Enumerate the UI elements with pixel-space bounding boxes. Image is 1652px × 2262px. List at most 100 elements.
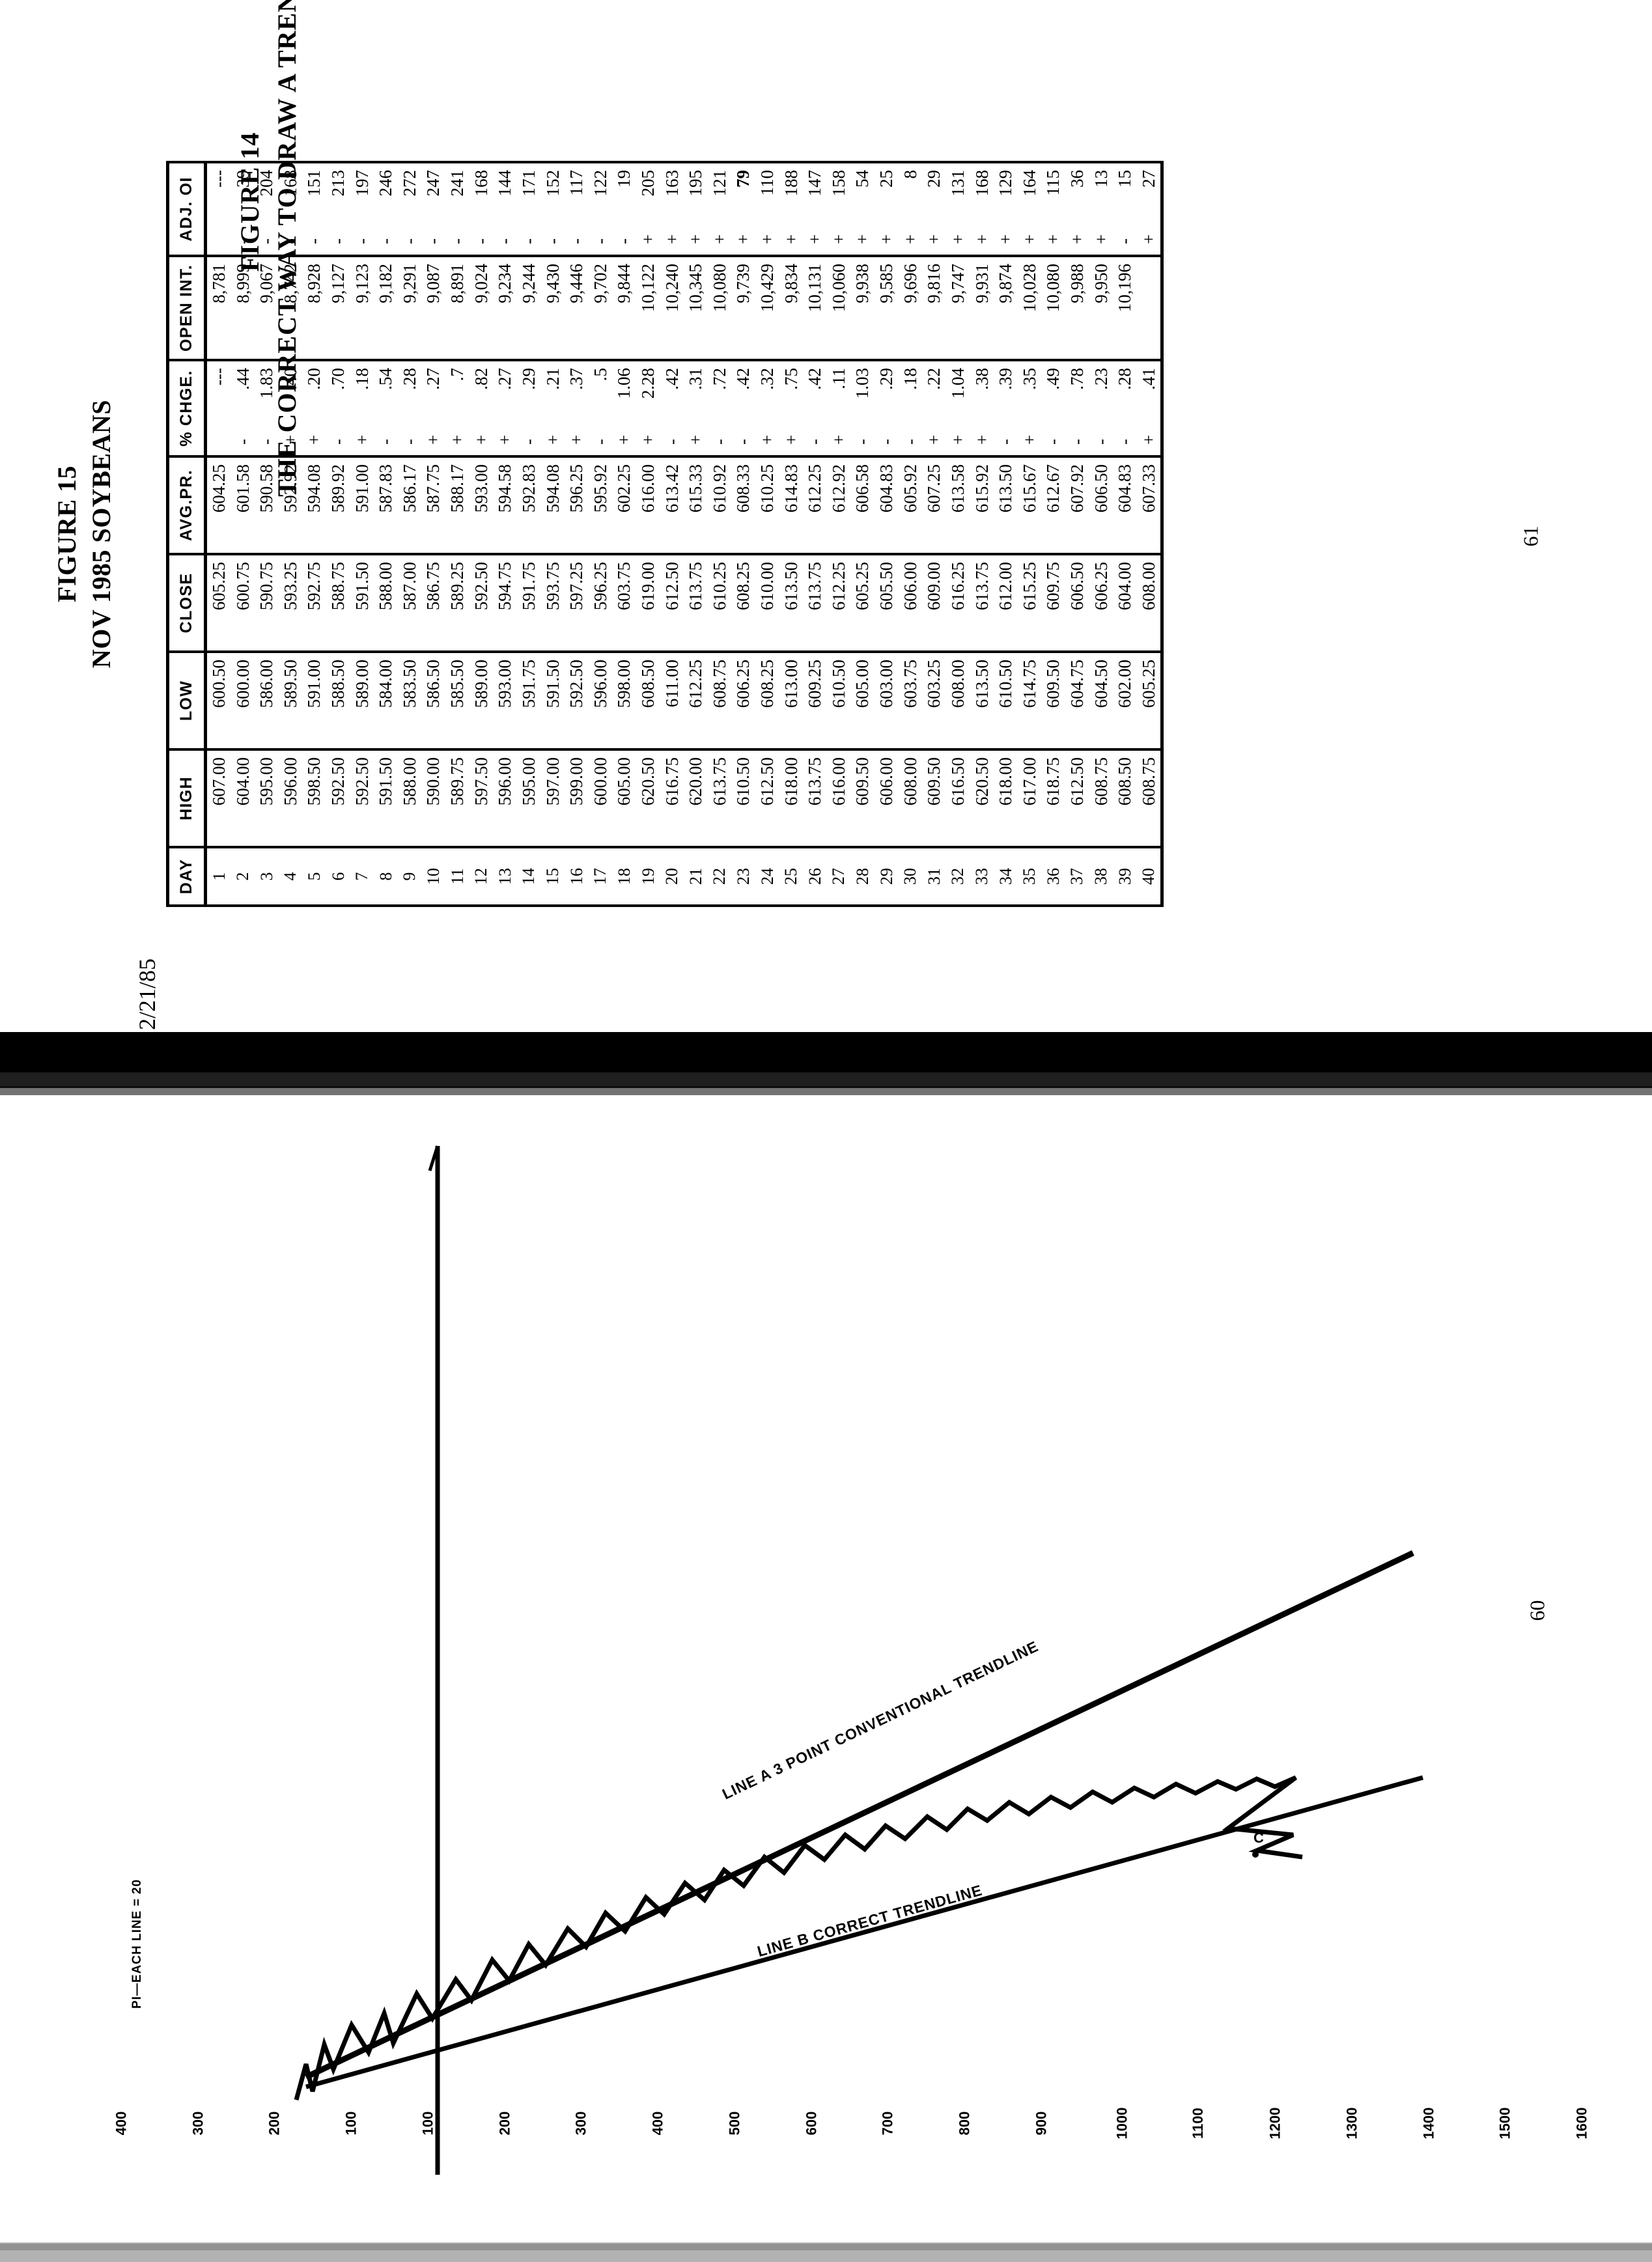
cell-adj-oi-sign: + (921, 225, 946, 256)
cell-day: 13 (492, 847, 517, 906)
cell-close: 610.00 (755, 554, 779, 652)
table-row: 9 588.00 583.50 587.00 586.17- .28 9,291-272 (397, 162, 421, 906)
cell-avg-price: 586.17 (397, 456, 421, 554)
cell-low: 605.00 (850, 652, 875, 749)
cell-high: 612.50 (755, 749, 779, 847)
cell-adj-oi: 272 (397, 162, 421, 225)
cell-high: 606.00 (874, 749, 899, 847)
cell-adj-oi-sign: + (970, 225, 994, 256)
cell-adj-oi-sign: - (397, 225, 421, 256)
cell-high: 597.00 (540, 749, 565, 847)
cell-low: 609.50 (1041, 652, 1065, 749)
cell-open-interest: 9,931 (970, 256, 994, 360)
y-axis-tick-label: 1500 (1496, 2107, 1513, 2140)
cell-high: 592.50 (326, 749, 350, 847)
cell-open-interest: 8,781 (205, 256, 231, 360)
page-number-60: 60 (1525, 1600, 1549, 1621)
cell-low: 612.25 (683, 652, 708, 749)
cell-pct-sign: + (945, 425, 970, 456)
cell-adj-oi: 195 (683, 162, 708, 225)
table-row: 1 607.00 600.50 605.25 604.25 --- 8,781 --- (205, 162, 231, 906)
cell-adj-oi-sign: + (660, 225, 684, 256)
cell-close: 597.25 (564, 554, 589, 652)
cell-high: 616.75 (660, 749, 684, 847)
cell-adj-oi: 197 (350, 162, 374, 225)
cell-high: 607.00 (205, 749, 231, 847)
cell-adj-oi-sign: + (874, 225, 899, 256)
cell-open-interest (1136, 256, 1162, 360)
y-axis-tick-label: 200 (266, 2111, 283, 2136)
cell-open-interest: 9,123 (350, 256, 374, 360)
cell-avg-price: 595.92 (588, 456, 612, 554)
cell-close: 587.00 (397, 554, 421, 652)
cell-pct-sign: + (540, 425, 565, 456)
cell-day: 5 (301, 847, 326, 906)
y-axis-tick-label: 100 (419, 2111, 436, 2136)
cell-adj-oi-sign: + (802, 225, 827, 256)
cell-adj-oi-sign: + (707, 225, 731, 256)
cell-adj-oi-sign: - (492, 225, 517, 256)
cell-adj-oi-sign: - (469, 225, 493, 256)
cell-avg-price: 613.58 (945, 456, 970, 554)
cell-day: 40 (1136, 847, 1162, 906)
table-row: 6 592.50 588.50 588.75 589.92- .70 9,127-213 (326, 162, 350, 906)
cell-adj-oi-sign: - (326, 225, 350, 256)
cell-pct-change: .35 (1017, 360, 1041, 425)
cell-day: 35 (1017, 847, 1041, 906)
cell-close: 615.25 (1017, 554, 1041, 652)
cell-avg-price: 616.00 (636, 456, 660, 554)
cell-open-interest: 9,950 (1089, 256, 1113, 360)
cell-adj-oi-sign: - (516, 225, 541, 256)
cell-day: 1 (205, 847, 231, 906)
cell-low: 589.00 (469, 652, 493, 749)
cell-low: 588.50 (326, 652, 350, 749)
figure-14-label: FIGURE 14 (235, 132, 264, 272)
cell-low: 600.00 (231, 652, 255, 749)
cell-open-interest: 9,938 (850, 256, 875, 360)
cell-pct-sign: + (611, 425, 636, 456)
cell-pct-sign: - (397, 425, 421, 456)
cell-avg-price: 592.83 (516, 456, 541, 554)
cell-avg-price: 588.17 (445, 456, 469, 554)
cell-low: 609.25 (802, 652, 827, 749)
cell-close: 612.00 (993, 554, 1018, 652)
cell-avg-price: 593.00 (469, 456, 493, 554)
cell-avg-price: 596.25 (564, 456, 589, 554)
cell-adj-oi: 241 (445, 162, 469, 225)
cell-close: 589.25 (445, 554, 469, 652)
cell-day: 28 (850, 847, 875, 906)
cell-day: 14 (516, 847, 541, 906)
cell-close: 609.75 (1041, 554, 1065, 652)
cell-close: 613.75 (970, 554, 994, 652)
cell-adj-oi-sign: + (1065, 225, 1089, 256)
cell-avg-price: 606.50 (1089, 456, 1113, 554)
cell-open-interest: 10,122 (636, 256, 660, 360)
page-number-61: 61 (1519, 525, 1543, 547)
cell-open-interest: 9,988 (1065, 256, 1089, 360)
cell-high: 608.75 (1089, 749, 1113, 847)
cell-adj-oi-sign: + (993, 225, 1018, 256)
cell-close: 610.25 (707, 554, 731, 652)
cell-pct-change: .42 (802, 360, 827, 425)
cell-pct-change: .37 (564, 360, 589, 425)
cell-low: 603.25 (921, 652, 946, 749)
cell-day: 18 (611, 847, 636, 906)
cell-open-interest: 9,747 (945, 256, 970, 360)
cell-day: 15 (540, 847, 565, 906)
cell-open-interest: 9,702 (588, 256, 612, 360)
cell-pct-sign: - (731, 425, 755, 456)
cell-adj-oi: 19 (611, 162, 636, 225)
y-axis-tick-label: 300 (189, 2111, 206, 2136)
cell-low: 610.50 (993, 652, 1018, 749)
cell-high: 620.50 (970, 749, 994, 847)
cell-high: 609.50 (850, 749, 875, 847)
cell-pct-sign: - (898, 425, 922, 456)
cell-pct-change: .28 (397, 360, 421, 425)
cell-pct-sign: - (707, 425, 731, 456)
cell-adj-oi-sign: - (350, 225, 374, 256)
cell-pct-change: .18 (898, 360, 922, 425)
cell-avg-price: 587.75 (421, 456, 445, 554)
table-row: 16 599.00 592.50 597.25 596.25 + .37 9,446-117 (564, 162, 589, 906)
table-row: 13 596.00 593.00 594.75 594.58 + .27 9,234-144 (492, 162, 517, 906)
table-row: 10 590.00 586.50 586.75 587.75 + .27 9,087-247 (421, 162, 445, 906)
